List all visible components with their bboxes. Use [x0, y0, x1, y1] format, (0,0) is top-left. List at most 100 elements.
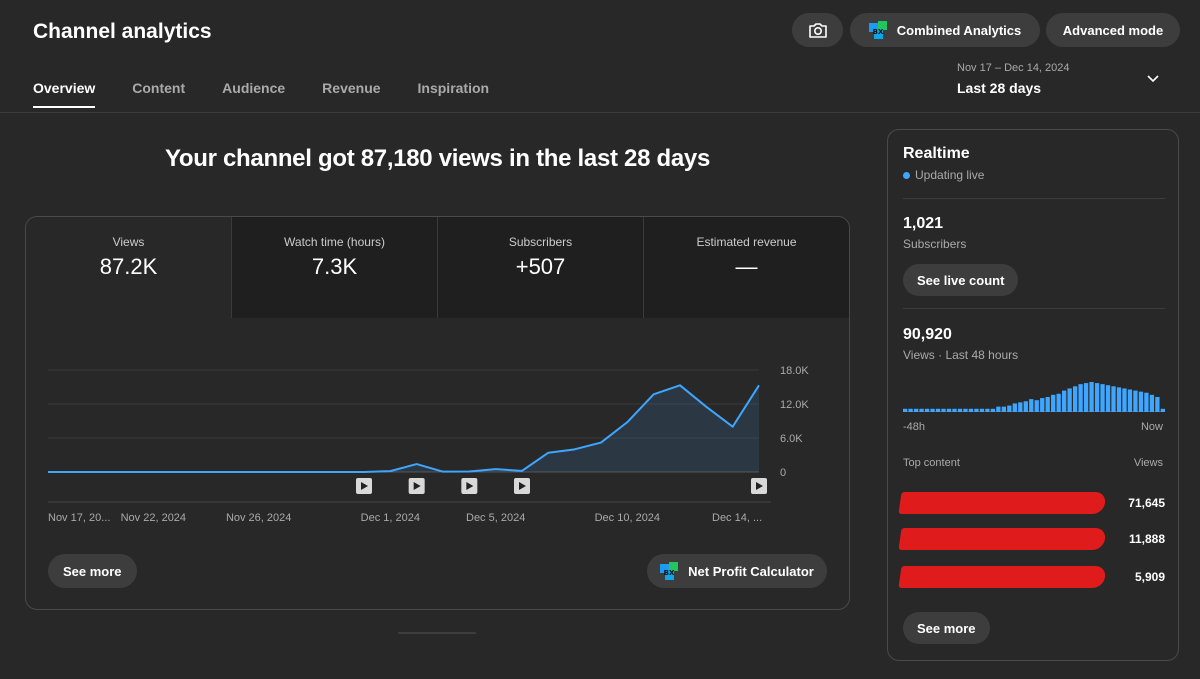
spark-bar	[1089, 382, 1094, 412]
date-range-selector[interactable]: Nov 17 – Dec 14, 2024 Last 28 days	[957, 62, 1172, 96]
play-icon	[361, 482, 368, 490]
x-tick-label: Dec 14, ...	[712, 512, 762, 524]
tab-audience[interactable]: Audience	[222, 80, 286, 96]
date-range-dates: Nov 17 – Dec 14, 2024	[957, 62, 1070, 74]
metric-label: Subscribers	[508, 235, 573, 249]
spark-bar	[903, 408, 908, 412]
views-headline: Your channel got 87,180 views in the las…	[164, 145, 711, 172]
extension-logo-icon: BX	[660, 562, 679, 580]
spark-bar	[1001, 406, 1006, 412]
svg-text:BX: BX	[664, 569, 675, 577]
metric-views[interactable]: Views 87.2K	[26, 217, 232, 318]
redacted-content	[898, 566, 1107, 588]
spark-bar	[1072, 386, 1078, 412]
page-title: Channel analytics	[33, 20, 212, 43]
spark-bar	[968, 408, 974, 412]
spark-bar	[1144, 392, 1149, 412]
spark-bar	[1034, 400, 1039, 412]
net-profit-calculator-label: Net Profit Calculator	[688, 563, 814, 579]
spark-bar	[1094, 383, 1100, 412]
spark-bar	[957, 408, 963, 412]
x-tick-label: Nov 17, 20...	[48, 512, 110, 524]
realtime-views-count: 90,920	[903, 326, 952, 343]
realtime-panel: Realtime Updating live 1,021 Subscribers…	[887, 129, 1179, 661]
spark-bar	[935, 408, 941, 412]
top-content-row[interactable]: 11,888	[898, 528, 1165, 552]
spark-bar	[919, 408, 924, 412]
x-tick-label: Nov 22, 2024	[121, 512, 186, 524]
realtime-title: Realtime	[903, 145, 970, 162]
metric-revenue[interactable]: Estimated revenue —	[644, 217, 849, 318]
y-tick-label: 12.0K	[780, 399, 809, 411]
top-content-row[interactable]: 71,645	[898, 492, 1165, 516]
spark-bar	[1100, 384, 1105, 412]
spark-bar	[1056, 393, 1061, 412]
camera-icon	[808, 23, 827, 38]
spark-bar	[1149, 394, 1155, 412]
spark-bar	[1155, 397, 1160, 412]
spark-bar	[1018, 402, 1023, 412]
spark-bar	[1127, 389, 1133, 412]
metric-value: +507	[515, 254, 566, 279]
date-range-label: Last 28 days	[957, 80, 1042, 96]
realtime-views-label: Views · Last 48 hours	[903, 348, 1019, 362]
subscriber-count: 1,021	[903, 215, 944, 232]
spark-bar	[924, 408, 930, 412]
spark-bar	[963, 408, 968, 412]
see-live-count-button[interactable]: See live count	[903, 264, 1019, 296]
spark-bar	[1029, 399, 1034, 412]
spark-bar	[985, 408, 990, 412]
metric-value: 7.3K	[311, 254, 358, 279]
tab-bar: Overview Content Audience Revenue Inspir…	[33, 80, 526, 108]
metric-subscribers[interactable]: Subscribers +507	[438, 217, 644, 318]
realtime-views-sparkline	[903, 382, 1165, 412]
combined-analytics-label: Combined Analytics	[896, 22, 1022, 38]
spark-bar	[930, 408, 935, 412]
metric-label: Watch time (hours)	[284, 235, 385, 249]
spark-bar	[1083, 383, 1089, 412]
spark-bar	[1012, 403, 1017, 412]
spark-bar	[1111, 386, 1116, 412]
x-tick-label: Nov 26, 2024	[226, 512, 291, 524]
x-tick-label: Dec 5, 2024	[466, 512, 525, 524]
spark-bar	[1062, 390, 1067, 412]
spark-bar	[946, 408, 952, 412]
tab-overview[interactable]: Overview	[33, 80, 96, 108]
spark-bar	[952, 408, 957, 412]
realtime-see-more-button[interactable]: See more	[903, 612, 990, 644]
spark-bar	[1105, 385, 1111, 412]
redacted-content	[898, 492, 1107, 514]
y-tick-label: 18.0K	[780, 365, 809, 377]
tab-content[interactable]: Content	[132, 80, 186, 96]
views-chart-svg: 0 6.0K 12.0K 18.0K Nov 17, 20... Nov 22, 2024…	[48, 365, 809, 524]
top-content-row[interactable]: 5,909	[898, 566, 1165, 590]
screenshot-button[interactable]	[792, 13, 843, 47]
metric-watch-time[interactable]: Watch time (hours) 7.3K	[232, 217, 438, 318]
scroll-indicator	[398, 632, 476, 634]
y-tick-label: 0	[780, 467, 786, 479]
advanced-mode-button[interactable]: Advanced mode	[1046, 13, 1180, 47]
live-dot-icon	[903, 171, 910, 179]
net-profit-calculator-button[interactable]: BX Net Profit Calculator	[647, 554, 827, 588]
tab-revenue[interactable]: Revenue	[322, 80, 381, 96]
metric-value: 87.2K	[99, 254, 158, 279]
spark-bar	[974, 408, 979, 412]
views-line	[48, 384, 760, 473]
tab-inspiration[interactable]: Inspiration	[417, 80, 490, 96]
overview-card: Views 87.2K Watch time (hours) 7.3K Subs…	[25, 216, 850, 610]
spark-bar	[1040, 398, 1045, 412]
combined-analytics-button[interactable]: BX Combined Analytics	[850, 13, 1040, 47]
x-tick-label: Dec 1, 2024	[361, 512, 420, 524]
spark-bar	[1116, 387, 1122, 412]
spark-bar	[990, 408, 996, 412]
live-status-text: Updating live	[915, 168, 985, 182]
spark-bar	[1160, 408, 1165, 412]
play-icon	[519, 482, 526, 490]
divider	[903, 198, 1165, 199]
views-chart: 0 6.0K 12.0K 18.0K Nov 17, 20... Nov 22, 2024…	[26, 318, 849, 609]
x-tick-label: Dec 10, 2024	[595, 512, 660, 524]
metrics-row: Views 87.2K Watch time (hours) 7.3K Subs…	[26, 217, 849, 318]
spark-bar	[1133, 390, 1138, 412]
play-icon	[756, 482, 763, 490]
see-more-button[interactable]: See more	[48, 554, 137, 588]
